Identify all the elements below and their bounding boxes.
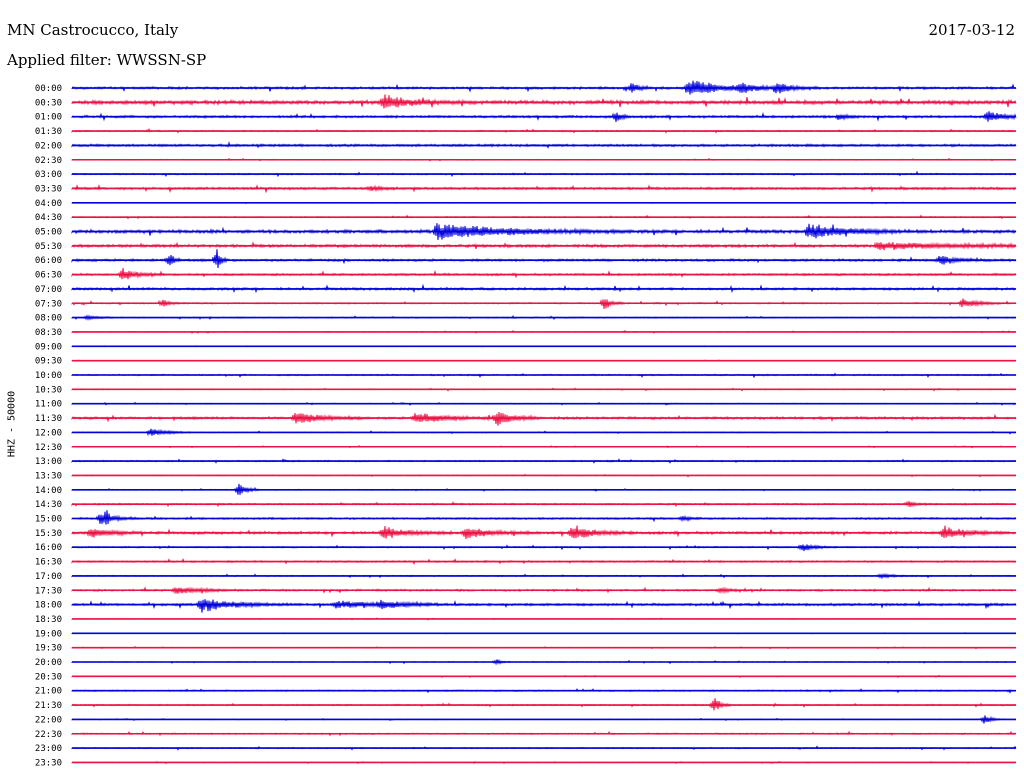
time-label-1030: 10:30: [35, 385, 62, 395]
time-label-1700: 17:00: [35, 572, 62, 582]
time-label-0000: 00:00: [35, 84, 62, 94]
time-label-1930: 19:30: [35, 644, 62, 654]
time-label-0030: 00:30: [35, 98, 62, 108]
time-label-1130: 11:30: [35, 414, 62, 424]
time-label-2300: 23:00: [35, 744, 62, 754]
filter-label: Applied filter: WWSSN-SP: [7, 51, 207, 69]
time-label-0500: 05:00: [35, 228, 62, 238]
time-label-0300: 03:00: [35, 170, 62, 180]
time-label-0200: 02:00: [35, 141, 62, 151]
time-label-0600: 06:00: [35, 256, 62, 266]
time-label-0230: 02:30: [35, 156, 62, 166]
time-label-1900: 19:00: [35, 629, 62, 639]
time-label-1100: 11:00: [35, 400, 62, 410]
station-title: MN Castrocucco, Italy: [7, 21, 179, 39]
time-label-1800: 18:00: [35, 601, 62, 611]
trace-0600: [71, 249, 1017, 268]
time-label-2030: 20:30: [35, 672, 62, 682]
time-label-1230: 12:30: [35, 443, 62, 453]
time-label-1400: 14:00: [35, 486, 62, 496]
time-label-0930: 09:30: [35, 357, 62, 367]
time-label-1430: 14:30: [35, 500, 62, 510]
time-label-1300: 13:00: [35, 457, 62, 467]
time-label-0430: 04:30: [35, 213, 62, 223]
time-label-1830: 18:30: [35, 615, 62, 625]
time-label-2330: 23:30: [35, 758, 62, 768]
date-label: 2017-03-12: [928, 21, 1015, 39]
trace-0630: [71, 267, 1017, 280]
time-label-1000: 10:00: [35, 371, 62, 381]
time-label-0100: 01:00: [35, 113, 62, 123]
time-label-2230: 22:30: [35, 730, 62, 740]
time-label-2100: 21:00: [35, 687, 62, 697]
time-label-0400: 04:00: [35, 199, 62, 209]
time-label-2000: 20:00: [35, 658, 62, 668]
time-label-1500: 15:00: [35, 515, 62, 525]
time-label-1730: 17:30: [35, 586, 62, 596]
time-label-1530: 15:30: [35, 529, 62, 539]
time-label-1630: 16:30: [35, 558, 62, 568]
time-label-0130: 01:30: [35, 127, 62, 137]
trace-1500: [71, 510, 1017, 525]
time-label-0330: 03:30: [35, 184, 62, 194]
time-label-0700: 07:00: [35, 285, 62, 295]
trace-0030: [71, 94, 1017, 109]
time-label-0830: 08:30: [35, 328, 62, 338]
time-label-1200: 12:00: [35, 428, 62, 438]
time-label-1600: 16:00: [35, 543, 62, 553]
trace-1800: [71, 599, 1017, 613]
time-label-1330: 13:30: [35, 471, 62, 481]
time-label-0800: 08:00: [35, 314, 62, 324]
time-label-0730: 07:30: [35, 299, 62, 309]
time-label-0630: 06:30: [35, 271, 62, 281]
time-label-0530: 05:30: [35, 242, 62, 252]
time-label-0900: 09:00: [35, 342, 62, 352]
time-label-2130: 21:30: [35, 701, 62, 711]
time-label-2200: 22:00: [35, 715, 62, 725]
